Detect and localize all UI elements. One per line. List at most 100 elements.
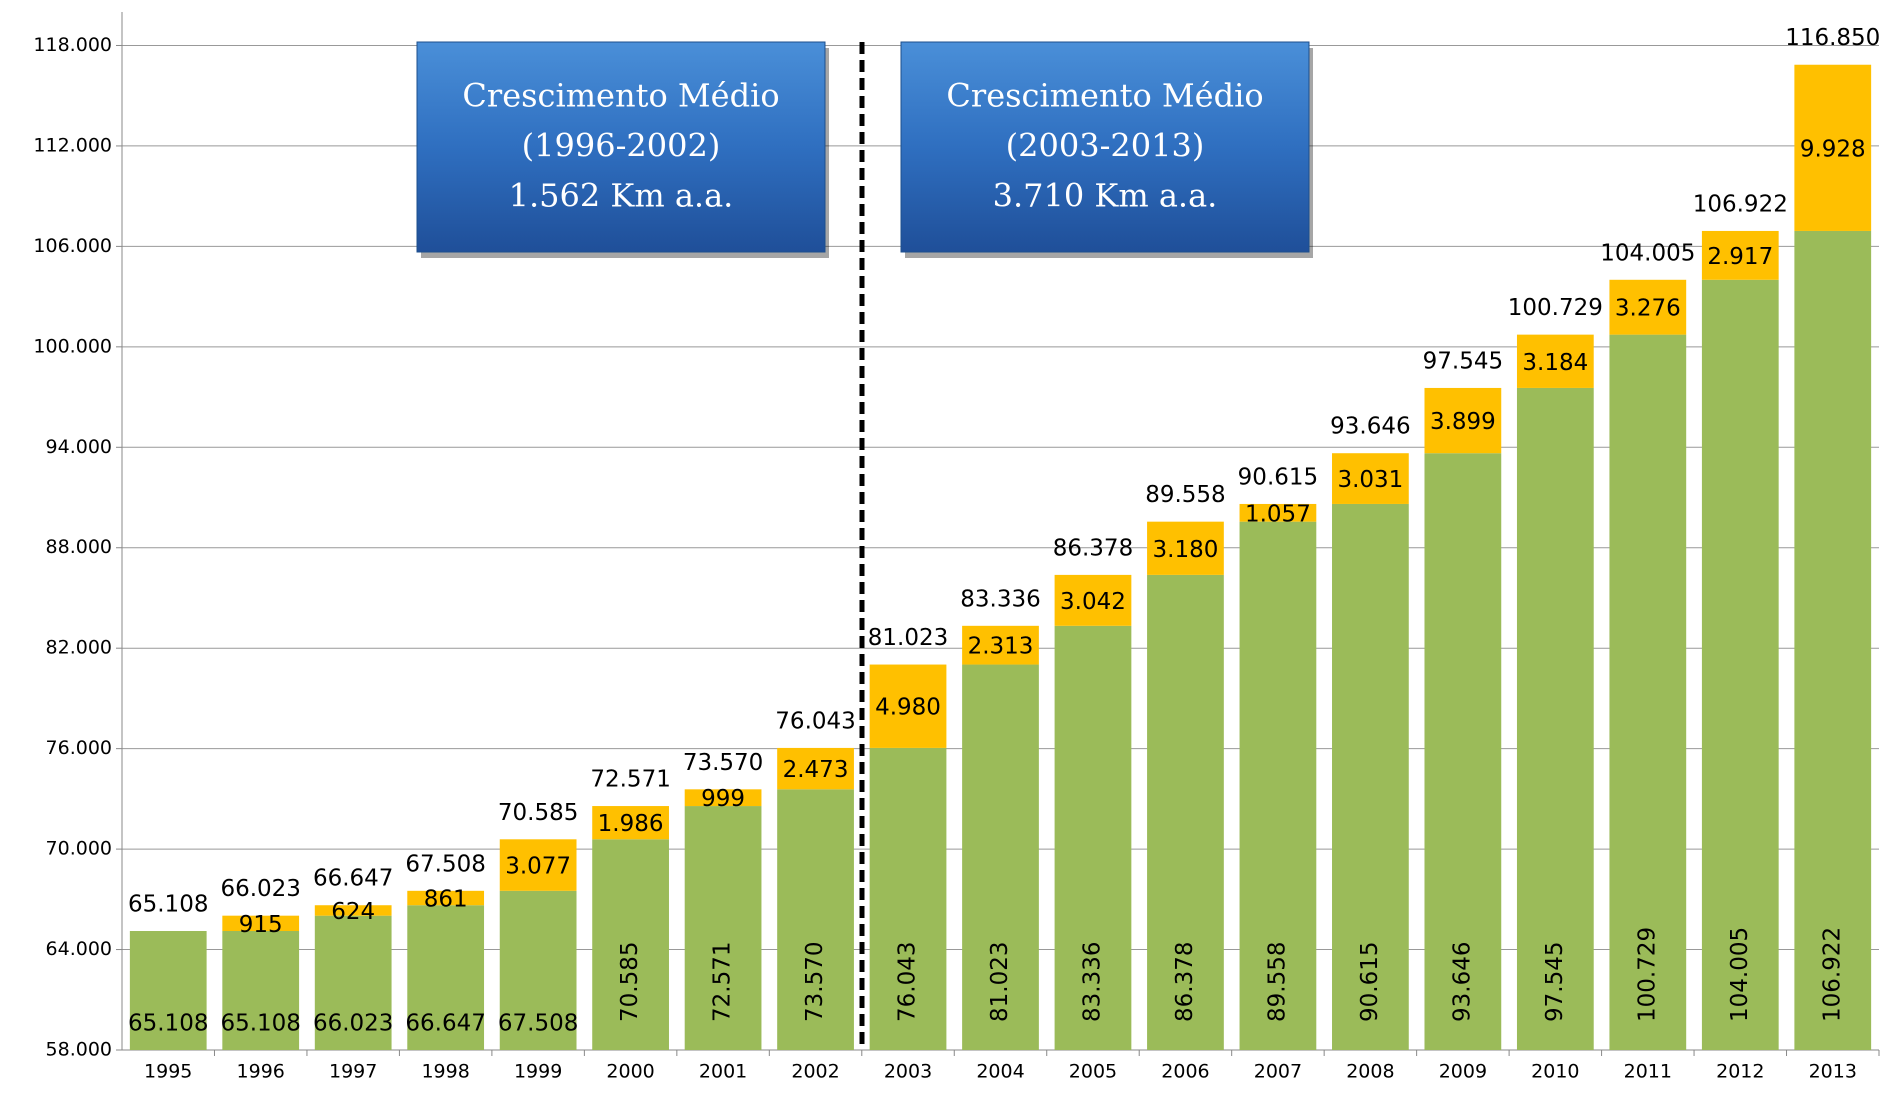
- y-tick-label: 64.000: [46, 938, 112, 960]
- x-tick-label: 2007: [1254, 1061, 1302, 1083]
- bar-segment: [407, 890, 485, 906]
- total-label: 106.922: [1693, 191, 1788, 217]
- bar-segment: [777, 789, 854, 1050]
- bar-label: 9.928: [1800, 136, 1866, 162]
- total-label: 81.023: [868, 625, 948, 651]
- bar-label: 97.545: [1542, 942, 1568, 1022]
- total-label: 104.005: [1600, 240, 1695, 266]
- total-label: 83.336: [960, 586, 1040, 612]
- bar-segment: [1147, 521, 1224, 575]
- bar-segment: [684, 806, 762, 1050]
- y-tick-label: 82.000: [46, 637, 112, 659]
- total-label: 72.571: [590, 767, 670, 793]
- annotation-box: [416, 41, 826, 253]
- bar-label: 66.647: [405, 1011, 485, 1037]
- x-tick-label: 2002: [791, 1061, 839, 1083]
- annotation-text: (1996-2002): [522, 127, 721, 165]
- annotation-box: [900, 41, 1310, 253]
- bar-label: 3.184: [1522, 350, 1588, 376]
- bar-segment: [1516, 334, 1594, 388]
- total-label: 90.615: [1238, 464, 1318, 490]
- bar-segment: [314, 905, 392, 916]
- bar-segment: [222, 930, 300, 1050]
- x-tick-label: 1995: [144, 1061, 192, 1083]
- bar-label: 3.899: [1430, 409, 1496, 435]
- bar-label: 3.276: [1615, 296, 1681, 322]
- bar-segment: [684, 789, 762, 807]
- bar-label: 3.077: [505, 854, 571, 880]
- x-tick-label: 2005: [1069, 1061, 1117, 1083]
- bar-segment: [1147, 574, 1224, 1050]
- bar-label: 3.031: [1337, 467, 1403, 493]
- bar-segment: [1054, 574, 1132, 626]
- bar-label: 999: [701, 786, 745, 812]
- x-tick-label: 1996: [237, 1061, 285, 1083]
- bar-label: 89.558: [1264, 942, 1290, 1022]
- y-tick-label: 88.000: [46, 536, 112, 558]
- bar-segment: [962, 664, 1039, 1050]
- total-label: 97.545: [1423, 348, 1503, 374]
- y-tick-label: 106.000: [33, 235, 112, 257]
- y-tick-label: 94.000: [46, 436, 112, 458]
- bar-segment: [129, 930, 207, 1050]
- bar-label: 81.023: [987, 942, 1013, 1022]
- y-tick-label: 112.000: [33, 134, 112, 156]
- bar-label: 104.005: [1727, 927, 1753, 1022]
- bar-segment: [1239, 503, 1317, 522]
- bar-segment: [1794, 230, 1872, 1050]
- bar-segment: [592, 839, 669, 1050]
- y-tick-label: 100.000: [33, 335, 112, 357]
- bar-segment: [777, 747, 854, 790]
- bar-label: 86.378: [1172, 942, 1198, 1022]
- x-tick-label: 1997: [329, 1061, 377, 1083]
- x-tick-label: 2006: [1161, 1061, 1209, 1083]
- annotation-text: Crescimento Médio: [946, 77, 1263, 115]
- bar-segment: [222, 915, 300, 931]
- bar-segment: [499, 890, 577, 1050]
- annotation-text: Crescimento Médio: [462, 77, 779, 115]
- bar-label: 70.585: [617, 942, 643, 1022]
- bar-segment: [499, 839, 577, 891]
- total-label: 89.558: [1145, 482, 1225, 508]
- bar-label: 66.023: [313, 1011, 393, 1037]
- bar-segment: [962, 625, 1039, 665]
- total-label: 76.043: [775, 708, 855, 734]
- bar-segment: [1424, 387, 1502, 454]
- bar-segment: [1332, 503, 1409, 1050]
- y-tick-label: 58.000: [46, 1039, 112, 1061]
- total-label: 66.023: [220, 876, 300, 902]
- bar-label: 1.986: [598, 811, 664, 837]
- bar-label: 2.473: [783, 757, 849, 783]
- bar-label: 100.729: [1634, 927, 1660, 1022]
- bar-label: 72.571: [710, 942, 736, 1022]
- total-label: 116.850: [1785, 25, 1880, 51]
- total-label: 100.729: [1508, 295, 1603, 321]
- x-tick-label: 2003: [884, 1061, 932, 1083]
- x-tick-label: 2000: [606, 1061, 654, 1083]
- bar-label: 915: [239, 912, 283, 938]
- y-tick-label: 70.000: [46, 838, 112, 860]
- annotation-text: 3.710 Km a.a.: [993, 177, 1218, 215]
- total-label: 66.647: [313, 866, 393, 892]
- total-label: 73.570: [683, 750, 763, 776]
- total-label: 65.108: [128, 891, 208, 917]
- annotation-text: (2003-2013): [1006, 127, 1205, 165]
- bar-label: 93.646: [1449, 942, 1475, 1022]
- bar-label: 2.313: [968, 634, 1034, 660]
- bar-segment: [1701, 230, 1779, 280]
- bar-label: 83.336: [1079, 942, 1105, 1022]
- bar-segment: [1516, 387, 1594, 1050]
- bar-label: 65.108: [220, 1011, 300, 1037]
- bar-segment: [1701, 279, 1779, 1051]
- bar-segment: [1332, 453, 1409, 504]
- bar-label: 4.980: [875, 695, 941, 721]
- bar-label: 624: [331, 899, 375, 925]
- annotation-text: 1.562 Km a.a.: [509, 177, 734, 215]
- x-tick-label: 1998: [421, 1061, 469, 1083]
- bar-segment: [1794, 64, 1872, 231]
- x-tick-label: 2009: [1439, 1061, 1487, 1083]
- bar-label: 76.043: [895, 942, 921, 1022]
- bar-label: 861: [424, 887, 468, 913]
- bar-segment: [407, 905, 485, 1050]
- bar-label: 2.917: [1707, 244, 1773, 270]
